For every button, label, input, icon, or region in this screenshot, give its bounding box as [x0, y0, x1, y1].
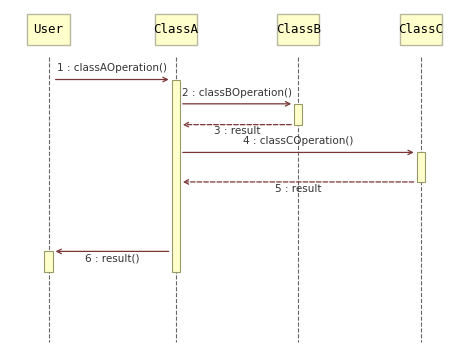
Text: ClassA: ClassA [153, 23, 198, 36]
Text: 2 : classBOperation(): 2 : classBOperation() [182, 88, 292, 98]
Bar [417, 153, 425, 182]
Bar [294, 104, 302, 125]
Text: ClassC: ClassC [398, 23, 443, 36]
Bar [27, 14, 70, 45]
Text: 6 : result(): 6 : result() [85, 253, 139, 263]
Text: 3 : result: 3 : result [214, 126, 260, 136]
Text: User: User [34, 23, 64, 36]
Text: 5 : result: 5 : result [275, 184, 321, 194]
Bar [277, 14, 319, 45]
Text: 4 : classCOperation(): 4 : classCOperation() [243, 136, 354, 146]
Bar [400, 14, 442, 45]
Text: 1 : classAOperation(): 1 : classAOperation() [57, 63, 167, 73]
Bar [155, 14, 197, 45]
Text: ClassB: ClassB [276, 23, 321, 36]
Bar [172, 79, 180, 272]
Bar [44, 251, 53, 272]
